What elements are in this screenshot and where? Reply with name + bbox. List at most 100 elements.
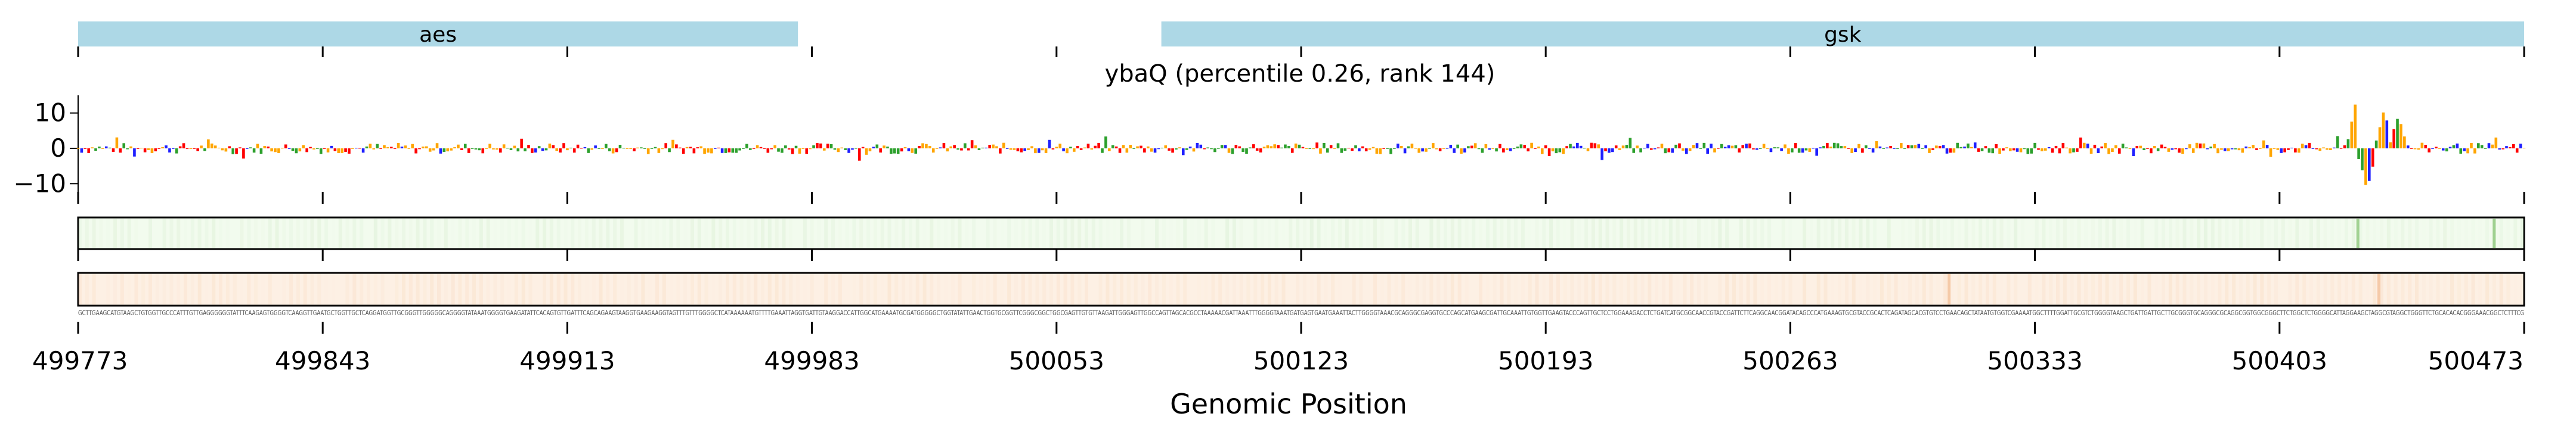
logo-letter [291,148,295,151]
logo-letter [1417,148,1421,153]
heatmap-cell [620,274,624,304]
heatmap-cell [85,274,89,304]
heatmap-cell [2084,219,2088,248]
logo-letter [699,146,702,148]
logo-letter [844,148,847,150]
logo-letter [1544,145,1547,148]
heatmap-cell [240,219,244,248]
heatmap-cell [1141,219,1144,248]
logo-letter [1791,148,1794,153]
logo-letter [2093,144,2097,148]
heatmap-cell [2281,219,2285,248]
logo-letter [1952,148,1956,153]
y-tick-label: −10 [13,169,66,198]
logo-letter [1576,142,1579,148]
logo-letter [2308,142,2311,148]
heatmap-cell [388,274,391,304]
heatmap-cell [1718,274,1722,304]
logo-letter [1175,148,1178,150]
logo-letter [1368,148,1371,150]
logo-letter [2361,148,2364,170]
logo-letter [2494,137,2498,148]
heatmap-cell [205,219,209,248]
heatmap-cell [965,274,968,304]
heatmap-cell [113,274,117,304]
logo-letter [1400,145,1403,148]
logo-letter [2058,148,2061,154]
heatmap-cell [909,274,912,304]
heatmap-cell [296,219,300,248]
logo-letter [1410,144,1414,148]
heatmap-cell [1289,274,1292,304]
logo-letter [270,148,273,152]
heatmap-cell [2253,274,2257,304]
heatmap-cell [1479,274,1483,304]
logo-letter [2445,148,2448,152]
logo-letter [369,144,372,148]
heatmap-cell [662,219,666,248]
logo-letter [516,148,520,152]
logo-letter [83,148,87,150]
gene-annotation-track: aes gsk [77,21,2525,57]
logo-letter [879,148,882,153]
logo-letter [685,147,689,148]
logo-letter [548,143,552,148]
logo-letter [1942,145,1945,148]
heatmap-cell [2377,274,2380,304]
logo-letter [1315,142,1318,148]
heatmap-cell [1176,219,1179,248]
heatmap-cell [1753,274,1757,304]
logo-letter [1664,148,1667,154]
logo-letter [2389,142,2392,148]
logo-letter [890,148,893,154]
heatmap-cell [1078,274,1082,304]
logo-letter [1991,148,1995,154]
heatmap-cell [268,274,272,304]
heatmap-cell [1929,274,1933,304]
logo-letter [1379,148,1382,154]
logo-letter [2005,147,2008,148]
heatmap-cell [1676,219,1680,248]
heatmap-cell [2134,219,2137,248]
logo-letter [2431,148,2434,149]
heatmap-cell [2218,274,2222,304]
heatmap-cell [205,274,208,304]
logo-letter [534,148,537,153]
logo-letter [1826,143,1829,148]
x-tick-label: 500053 [1009,346,1104,375]
logo-letter [1414,148,1417,149]
logo-letter [809,148,812,150]
logo-letter [1682,148,1685,151]
logo-letter [1146,146,1150,148]
logo-letter [2392,129,2395,148]
logo-letter [1094,145,1097,148]
heatmap-cell [1922,219,1926,248]
heatmap-cell [1612,274,1617,304]
heatmap-cell [128,274,131,304]
heatmap-cell [2337,219,2341,248]
heatmap-cell [240,274,243,304]
heatmap-cell [930,274,934,304]
logo-letter [2079,137,2082,148]
heatmap-cell [2162,219,2166,248]
logo-letter [1547,148,1551,156]
heatmap-cell [1317,219,1321,248]
logo-letter [1125,148,1129,153]
logo-letter [474,148,478,150]
logo-letter [432,148,435,151]
heatmap-cell [1640,274,1645,304]
heatmap-cell [1380,274,1384,304]
logo-letter [112,148,115,153]
logo-letter [119,148,122,153]
logo-letter [1086,144,1090,148]
logo-letter [784,145,787,148]
heatmap-cell [1964,274,1968,304]
logo-letter [1530,142,1533,148]
logo-letter [1245,148,1248,154]
heatmap-cell [409,219,413,248]
logo-letter [2167,148,2171,152]
heatmap-cell [310,219,314,248]
sequence-row: GCTTGAAGCATGTAAGCTGTGGTTGCCCATTTGTTGAGGG… [78,309,2524,317]
heatmap-cell [2007,274,2011,304]
logo-letter [851,148,854,150]
